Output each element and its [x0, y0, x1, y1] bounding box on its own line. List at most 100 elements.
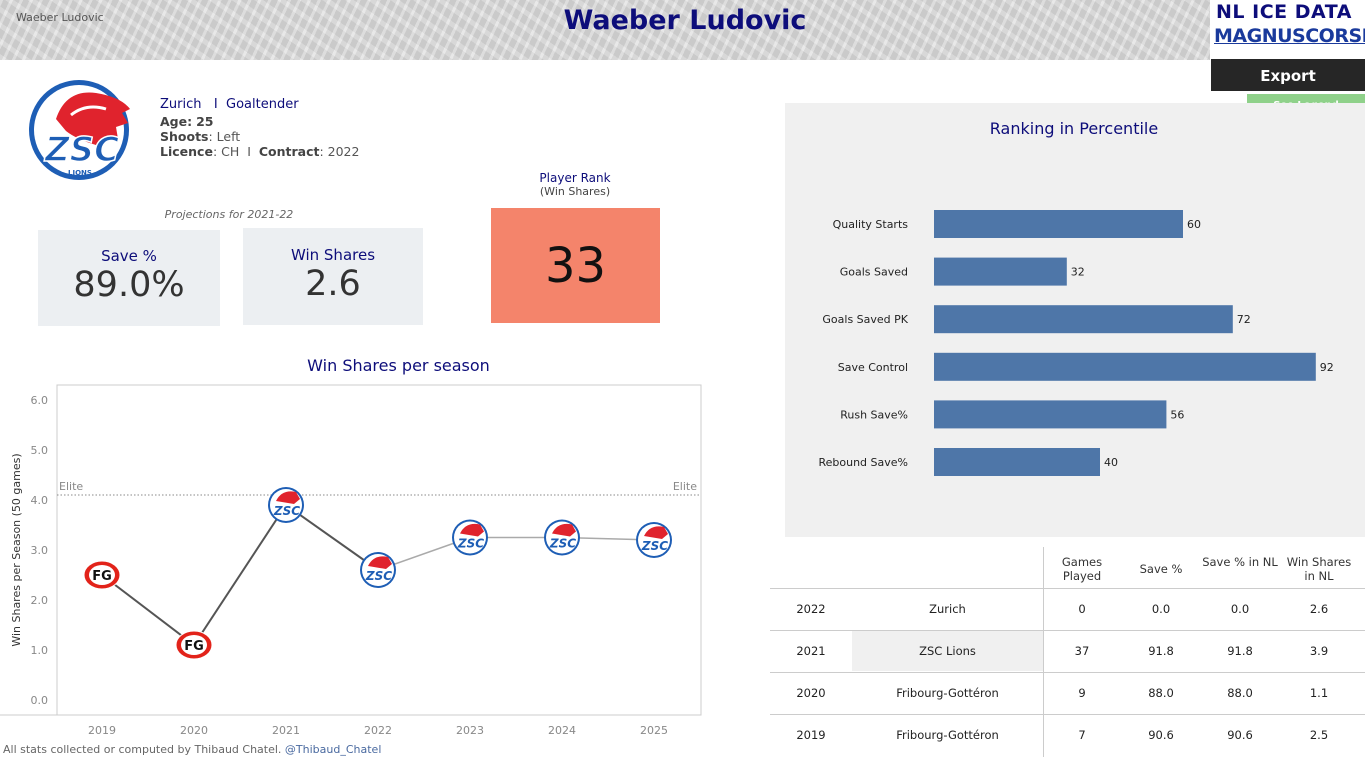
brand-logo-line2: MAGNUSCORSI	[1214, 25, 1365, 47]
zsc-logo-letters: ZSC	[641, 539, 668, 553]
x-tick-label: 2022	[364, 724, 392, 737]
y-tick-label: 1.0	[31, 644, 49, 657]
zsc-lion-icon	[460, 523, 484, 537]
data-point-team-logo: ZSC	[360, 552, 396, 588]
line-segment	[101, 574, 195, 646]
cell-games-played: 0	[1078, 602, 1086, 616]
cell-win-shares-nl: 2.5	[1309, 728, 1329, 742]
player-licence-line: Licence: CH I Contract: 2022	[160, 144, 359, 159]
percentile-value-label: 92	[1320, 361, 1334, 374]
cell-save-pct-nl: 88.0	[1227, 686, 1253, 700]
data-point-team-logo: FG	[83, 560, 121, 590]
elite-label-left: Elite	[59, 480, 83, 493]
player-rank-card: 33	[491, 208, 660, 323]
table-header-save-pct: Save %	[1139, 562, 1183, 576]
x-tick-label: 2023	[456, 724, 484, 737]
y-tick-label: 0.0	[31, 694, 49, 707]
cell-save-pct: 90.6	[1148, 728, 1174, 742]
header-banner	[0, 0, 1210, 60]
percentile-bar-chart: Quality Starts 60 Goals Saved 32 Goals Saved…	[818, 210, 1334, 476]
header-player-name: Waeber Ludovic	[16, 11, 104, 24]
cell-games-played: 7	[1078, 728, 1086, 742]
cell-save-pct-nl: 90.6	[1227, 728, 1253, 742]
fg-logo-letters: FG	[92, 569, 112, 584]
player-rank-label: Player Rank	[539, 171, 611, 185]
projections-label: Projections for 2021-22	[164, 208, 294, 221]
table-row: 2021 ZSC Lions 37 91.8 91.8 3.9	[770, 630, 1365, 671]
separator: I	[247, 144, 251, 159]
separator: I	[213, 97, 218, 112]
zsc-lions-logo: ZSC LIONS	[29, 80, 130, 180]
data-point-team-logo: ZSC	[452, 519, 488, 556]
percentile-bar	[934, 305, 1233, 334]
table-header-games-played: Games Played	[1061, 555, 1103, 583]
percentile-value-label: 60	[1187, 218, 1201, 231]
percentile-category-label: Rush Save%	[840, 408, 908, 421]
y-tick-label: 4.0	[31, 494, 49, 507]
zsc-lion-icon	[276, 491, 300, 504]
line-segment	[193, 504, 287, 646]
export-button[interactable]: Export	[1211, 59, 1365, 91]
player-contract: : 2022	[319, 144, 360, 159]
data-point-team-logo: ZSC	[636, 522, 672, 558]
player-shoots-line: Shoots: Left	[160, 129, 240, 144]
win-shares-card: Win Shares 2.6	[243, 228, 423, 325]
percentile-bar	[934, 448, 1100, 476]
cell-save-pct: 91.8	[1148, 644, 1174, 658]
percentile-bar	[934, 210, 1183, 238]
twitter-handle-link[interactable]: @Thibaud_Chatel	[284, 743, 382, 756]
line-segment	[285, 504, 379, 571]
y-axis-label: Win Shares per Season (50 games)	[10, 453, 23, 646]
cell-team: Fribourg-Gottéron	[896, 728, 999, 742]
cell-games-played: 37	[1074, 644, 1090, 658]
cell-games-played: 9	[1078, 686, 1086, 700]
fg-logo-inner	[89, 565, 115, 585]
percentile-value-label: 32	[1071, 266, 1085, 279]
age-label: Age:	[160, 114, 193, 129]
percentile-bar	[934, 352, 1316, 381]
cell-year: 2020	[796, 686, 826, 700]
table-row: 2020 Fribourg-Gottéron 9 88.0 88.0 1.1	[770, 672, 1365, 713]
contract-label: Contract	[258, 144, 320, 159]
elite-label-right: Elite	[673, 480, 697, 493]
percentile-value-label: 40	[1104, 456, 1118, 469]
cell-win-shares-nl: 1.1	[1309, 686, 1329, 700]
player-age: 25	[196, 114, 214, 129]
plot-area	[56, 384, 702, 716]
percentile-bar	[934, 257, 1067, 286]
lion-mane-stroke	[70, 105, 107, 117]
zsc-logo-letters: ZSC	[365, 569, 392, 583]
cell-save-pct-nl: 0.0	[1230, 602, 1250, 616]
y-tick-label: 5.0	[31, 444, 49, 457]
percentile-category-label: Rebound Save%	[818, 456, 908, 469]
brand-logo[interactable]: NL ICE DATA MAGNUSCORSI	[1212, 0, 1365, 58]
fg-logo-letters: FG	[184, 639, 204, 654]
cell-save-pct-nl: 91.8	[1227, 644, 1253, 658]
table-row: 2019 Fribourg-Gottéron 7 90.6 90.6 2.5	[770, 714, 1365, 755]
cell-win-shares-nl: 2.6	[1309, 602, 1329, 616]
win-shares-label: Win Shares	[290, 246, 376, 264]
percentile-category-label: Quality Starts	[833, 218, 909, 231]
table-header-ws-nl: Win Shares in NL	[1286, 555, 1352, 583]
page-title: Waeber Ludovic	[563, 5, 807, 36]
data-point-team-logo: FG	[175, 630, 213, 660]
licence-label: Licence	[160, 144, 213, 159]
player-rank-value: 33	[544, 238, 607, 294]
player-position: Goaltender	[226, 97, 299, 112]
x-tick-label: 2021	[272, 724, 300, 737]
player-team-line: Zurich I Goaltender	[160, 97, 299, 112]
cell-team: Zurich	[929, 602, 966, 616]
zsc-lion-icon	[644, 526, 668, 539]
player-team: Zurich	[160, 97, 202, 112]
y-tick-label: 3.0	[31, 544, 49, 557]
y-tick-label: 2.0	[31, 594, 49, 607]
player-licence: : CH	[212, 144, 240, 159]
table-header-save-pct-nl: Save % in NL	[1202, 555, 1278, 569]
player-shoots: : Left	[208, 129, 241, 144]
stats-table: Games Played Save % Save % in NL Win Sha…	[770, 545, 1365, 760]
table-row: 2022 Zurich 0 0.0 0.0 2.6	[770, 588, 1365, 629]
zsc-lion-icon	[552, 523, 576, 537]
cell-year: 2022	[796, 602, 826, 616]
cell-year: 2021	[796, 644, 826, 658]
